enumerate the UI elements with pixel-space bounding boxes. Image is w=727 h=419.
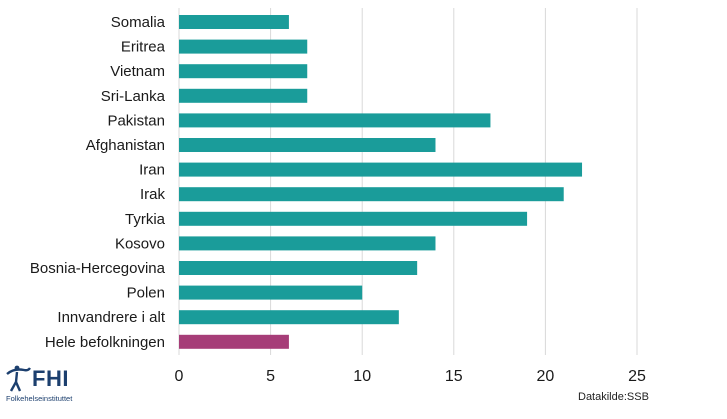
category-label: Polen bbox=[127, 285, 165, 302]
bar bbox=[179, 310, 399, 325]
fhi-logo: FHI Folkehelseinstituttet bbox=[4, 364, 124, 414]
bars bbox=[179, 15, 583, 349]
category-label: Tyrkia bbox=[125, 211, 166, 228]
bar bbox=[179, 39, 308, 54]
bar bbox=[179, 261, 418, 275]
category-label: Hele befolkningen bbox=[45, 334, 165, 351]
category-label: Irak bbox=[140, 186, 166, 203]
category-label: Bosnia-Hercegovina bbox=[30, 260, 166, 277]
category-label: Pakistan bbox=[107, 112, 165, 129]
x-tick-label: 25 bbox=[628, 368, 646, 385]
data-source: Datakilde:SSB bbox=[578, 391, 649, 403]
x-tick-labels: 0 5 10 15 20 25 bbox=[175, 368, 646, 385]
x-tick-label: 5 bbox=[266, 368, 275, 385]
category-label: Sri-Lanka bbox=[101, 88, 166, 105]
fhi-figure-icon bbox=[6, 365, 31, 392]
bar bbox=[179, 285, 363, 300]
bar bbox=[179, 236, 436, 251]
x-tick-label: 20 bbox=[537, 368, 555, 385]
bar bbox=[179, 187, 564, 202]
x-tick-label: 10 bbox=[353, 368, 371, 385]
gridlines bbox=[178, 8, 638, 355]
category-label: Kosovo bbox=[115, 235, 165, 252]
logo-subtitle: Folkehelseinstituttet bbox=[6, 394, 73, 403]
category-label: Eritrea bbox=[121, 39, 166, 56]
category-label: Iran bbox=[139, 162, 165, 179]
bar bbox=[179, 15, 289, 29]
logo-text: FHI bbox=[32, 366, 69, 391]
category-label: Somalia bbox=[111, 14, 166, 31]
category-labels: Somalia Eritrea Vietnam Sri-Lanka Pakistan Af… bbox=[30, 14, 166, 351]
bar bbox=[179, 88, 308, 103]
category-label: Vietnam bbox=[110, 63, 165, 80]
x-tick-label: 0 bbox=[175, 368, 184, 385]
bar bbox=[179, 113, 491, 128]
bar bbox=[179, 162, 583, 177]
bar bbox=[179, 64, 308, 79]
category-label: Innvandrere i alt bbox=[57, 309, 165, 326]
bar bbox=[179, 138, 436, 152]
bar bbox=[179, 211, 528, 226]
bar bbox=[179, 334, 289, 349]
category-label: Afghanistan bbox=[86, 137, 165, 154]
x-tick-label: 15 bbox=[445, 368, 463, 385]
